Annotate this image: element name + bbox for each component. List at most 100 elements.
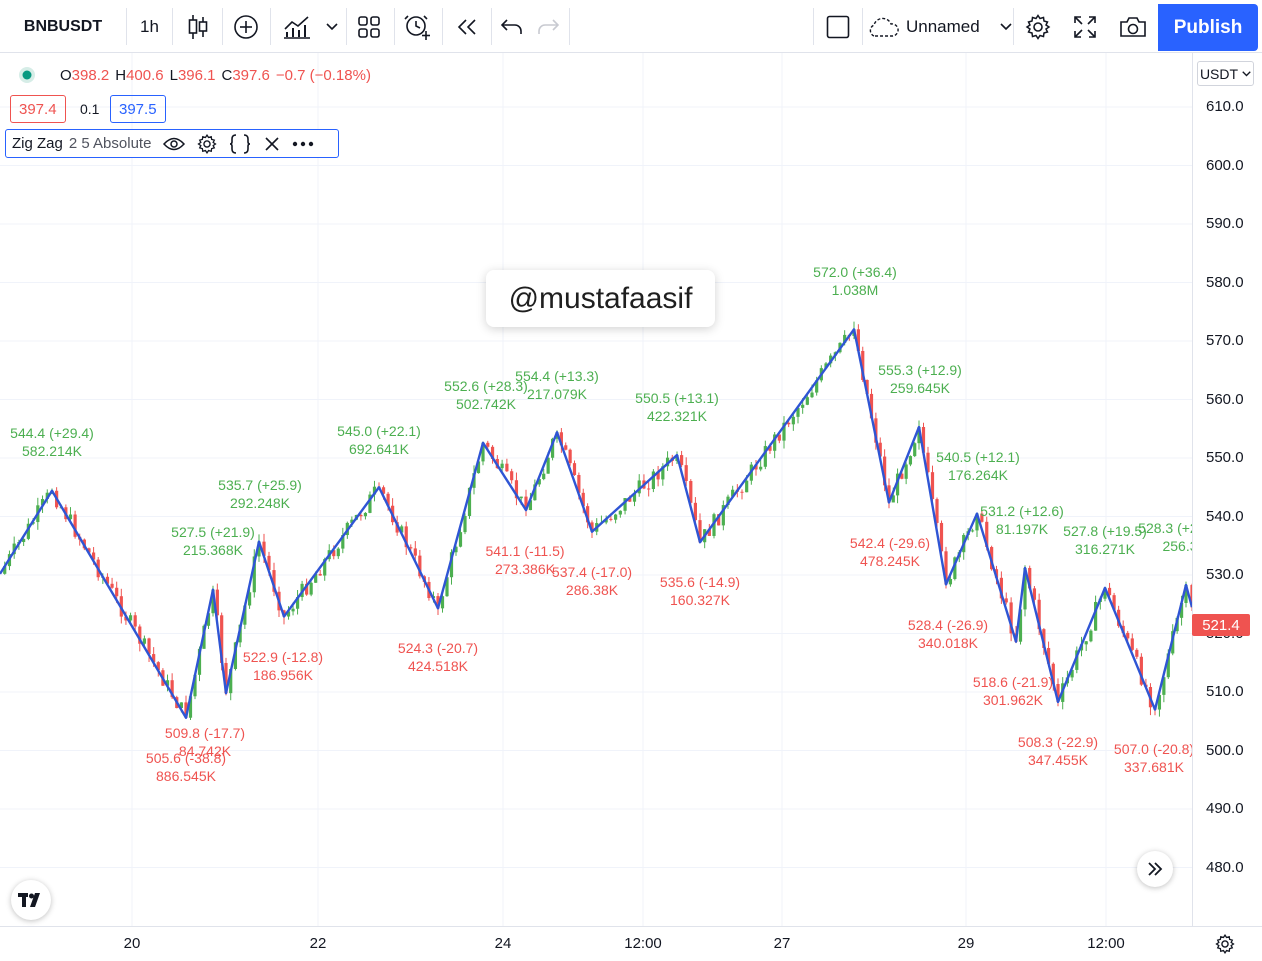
- alert-button[interactable]: [396, 0, 440, 53]
- high-value: H400.6: [115, 66, 164, 84]
- layouts-button[interactable]: [348, 0, 390, 53]
- candle-body: [220, 615, 224, 663]
- candle-body: [286, 611, 291, 617]
- candle-body: [908, 456, 913, 465]
- candle-body: [350, 519, 354, 523]
- candle-body: [309, 582, 313, 595]
- candle-body: [717, 514, 721, 526]
- candle-body: [211, 589, 215, 614]
- publish-button[interactable]: Publish: [1158, 4, 1258, 51]
- candle-body: [1009, 602, 1013, 634]
- candle-body: [782, 422, 786, 441]
- candle-body: [805, 397, 809, 405]
- pivot-price-label: 541.1 (-11.5): [485, 543, 564, 559]
- scroll-to-realtime-button[interactable]: [1137, 851, 1173, 887]
- candle-body: [550, 438, 555, 458]
- candle-body: [985, 521, 989, 548]
- eye-icon[interactable]: [163, 137, 186, 151]
- candle-body: [801, 404, 805, 408]
- pivot-volume-label: 186.956K: [253, 667, 314, 683]
- pivot-volume-label: 217.079K: [527, 386, 588, 402]
- indicator-legend[interactable]: Zig Zag 2 5 Absolute: [5, 129, 339, 158]
- candle-body: [105, 576, 110, 584]
- candle-body: [87, 548, 91, 553]
- price-tick-label: 550.0: [1206, 449, 1244, 466]
- candle-body: [773, 434, 777, 451]
- candle-body: [372, 486, 377, 495]
- pivot-volume-label: 84.742K: [179, 743, 232, 759]
- last-price-label: 521.4: [1192, 614, 1250, 637]
- candle-body: [197, 648, 202, 675]
- bid-price: 397.4: [19, 100, 57, 118]
- candle-body: [726, 496, 730, 506]
- candle-body: [791, 416, 795, 425]
- candle-body: [1051, 663, 1055, 685]
- ask-price-button[interactable]: 397.5: [110, 95, 166, 123]
- indicators-dropdown[interactable]: [320, 0, 344, 53]
- time-scale[interactable]: [0, 926, 1262, 961]
- replay-button[interactable]: [444, 0, 490, 53]
- gear-icon[interactable]: [1215, 934, 1235, 954]
- pivot-price-label: 524.3 (-20.7): [398, 640, 478, 656]
- compare-button[interactable]: [224, 0, 268, 53]
- candle-body: [542, 473, 546, 480]
- candle-body: [68, 514, 73, 520]
- settings-button[interactable]: [1015, 0, 1061, 53]
- candle-body: [179, 702, 183, 709]
- layout-save-button[interactable]: Unnamed: [866, 0, 1012, 53]
- candle-body: [869, 393, 874, 419]
- symbol-label: BNBUSDT: [23, 17, 103, 35]
- candle-body: [1089, 630, 1093, 642]
- candle-body: [170, 680, 174, 698]
- indicators-button[interactable]: [274, 0, 320, 53]
- fullscreen-button[interactable]: [1062, 0, 1108, 53]
- candle-body: [514, 480, 519, 499]
- pivot-price-label: 572.0 (+36.4): [813, 264, 897, 280]
- source-code-icon[interactable]: [229, 133, 251, 154]
- redo-button[interactable]: [530, 0, 566, 53]
- price-scale[interactable]: [1192, 53, 1262, 926]
- spread-label: 0.1: [80, 101, 100, 117]
- candle-body: [165, 680, 170, 686]
- undo-button[interactable]: [494, 0, 530, 53]
- time-tick-label: 20: [123, 935, 141, 952]
- pivot-volume-label: 1.038M: [832, 282, 879, 298]
- candle-body: [395, 522, 399, 533]
- candle-body: [883, 456, 887, 486]
- candle-body: [586, 506, 590, 523]
- open-value: O398.2: [60, 66, 110, 84]
- price-chart[interactable]: 544.4 (+29.4) 582.214K 505.6 (-38.8) 886.54…: [0, 53, 1192, 926]
- candle-body: [970, 530, 975, 532]
- pivot-volume-label: 582.214K: [22, 443, 83, 459]
- candle-body: [490, 446, 495, 459]
- bid-price-button[interactable]: 397.4: [10, 95, 66, 123]
- chart-type-button[interactable]: [176, 0, 220, 53]
- candle-body: [824, 363, 828, 369]
- candle-body: [856, 329, 860, 351]
- tradingview-logo[interactable]: [11, 880, 51, 920]
- snapshot-button[interactable]: [1110, 0, 1156, 53]
- layout-name-label: Unnamed: [906, 16, 980, 36]
- select-rect-button[interactable]: [815, 0, 861, 53]
- more-options-icon[interactable]: [292, 141, 314, 147]
- candle-body: [740, 491, 744, 493]
- market-status-icon: [19, 67, 35, 83]
- redo-icon: [538, 18, 559, 34]
- pivot-price-label: 552.6 (+28.3): [444, 378, 528, 394]
- candle-body: [1112, 595, 1116, 610]
- toolbar-divider: [126, 8, 127, 45]
- candle-body: [184, 702, 188, 718]
- candle-body: [731, 489, 735, 497]
- pivot-volume-label: 886.545K: [156, 768, 217, 784]
- currency-selector[interactable]: USDT: [1197, 61, 1254, 86]
- candle-body: [26, 523, 30, 539]
- close-icon[interactable]: [264, 136, 280, 152]
- symbol-search-button[interactable]: BNBUSDT: [0, 0, 126, 53]
- price-tick-label: 490.0: [1206, 800, 1244, 817]
- interval-button[interactable]: 1h: [127, 0, 172, 53]
- candle-body: [939, 522, 944, 552]
- chart-pane[interactable]: 544.4 (+29.4) 582.214K 505.6 (-38.8) 886.54…: [0, 53, 1192, 926]
- indicator-params: 2 5 Absolute: [68, 135, 152, 152]
- gear-icon[interactable]: [197, 133, 218, 154]
- pivot-volume-label: 502.742K: [456, 396, 517, 412]
